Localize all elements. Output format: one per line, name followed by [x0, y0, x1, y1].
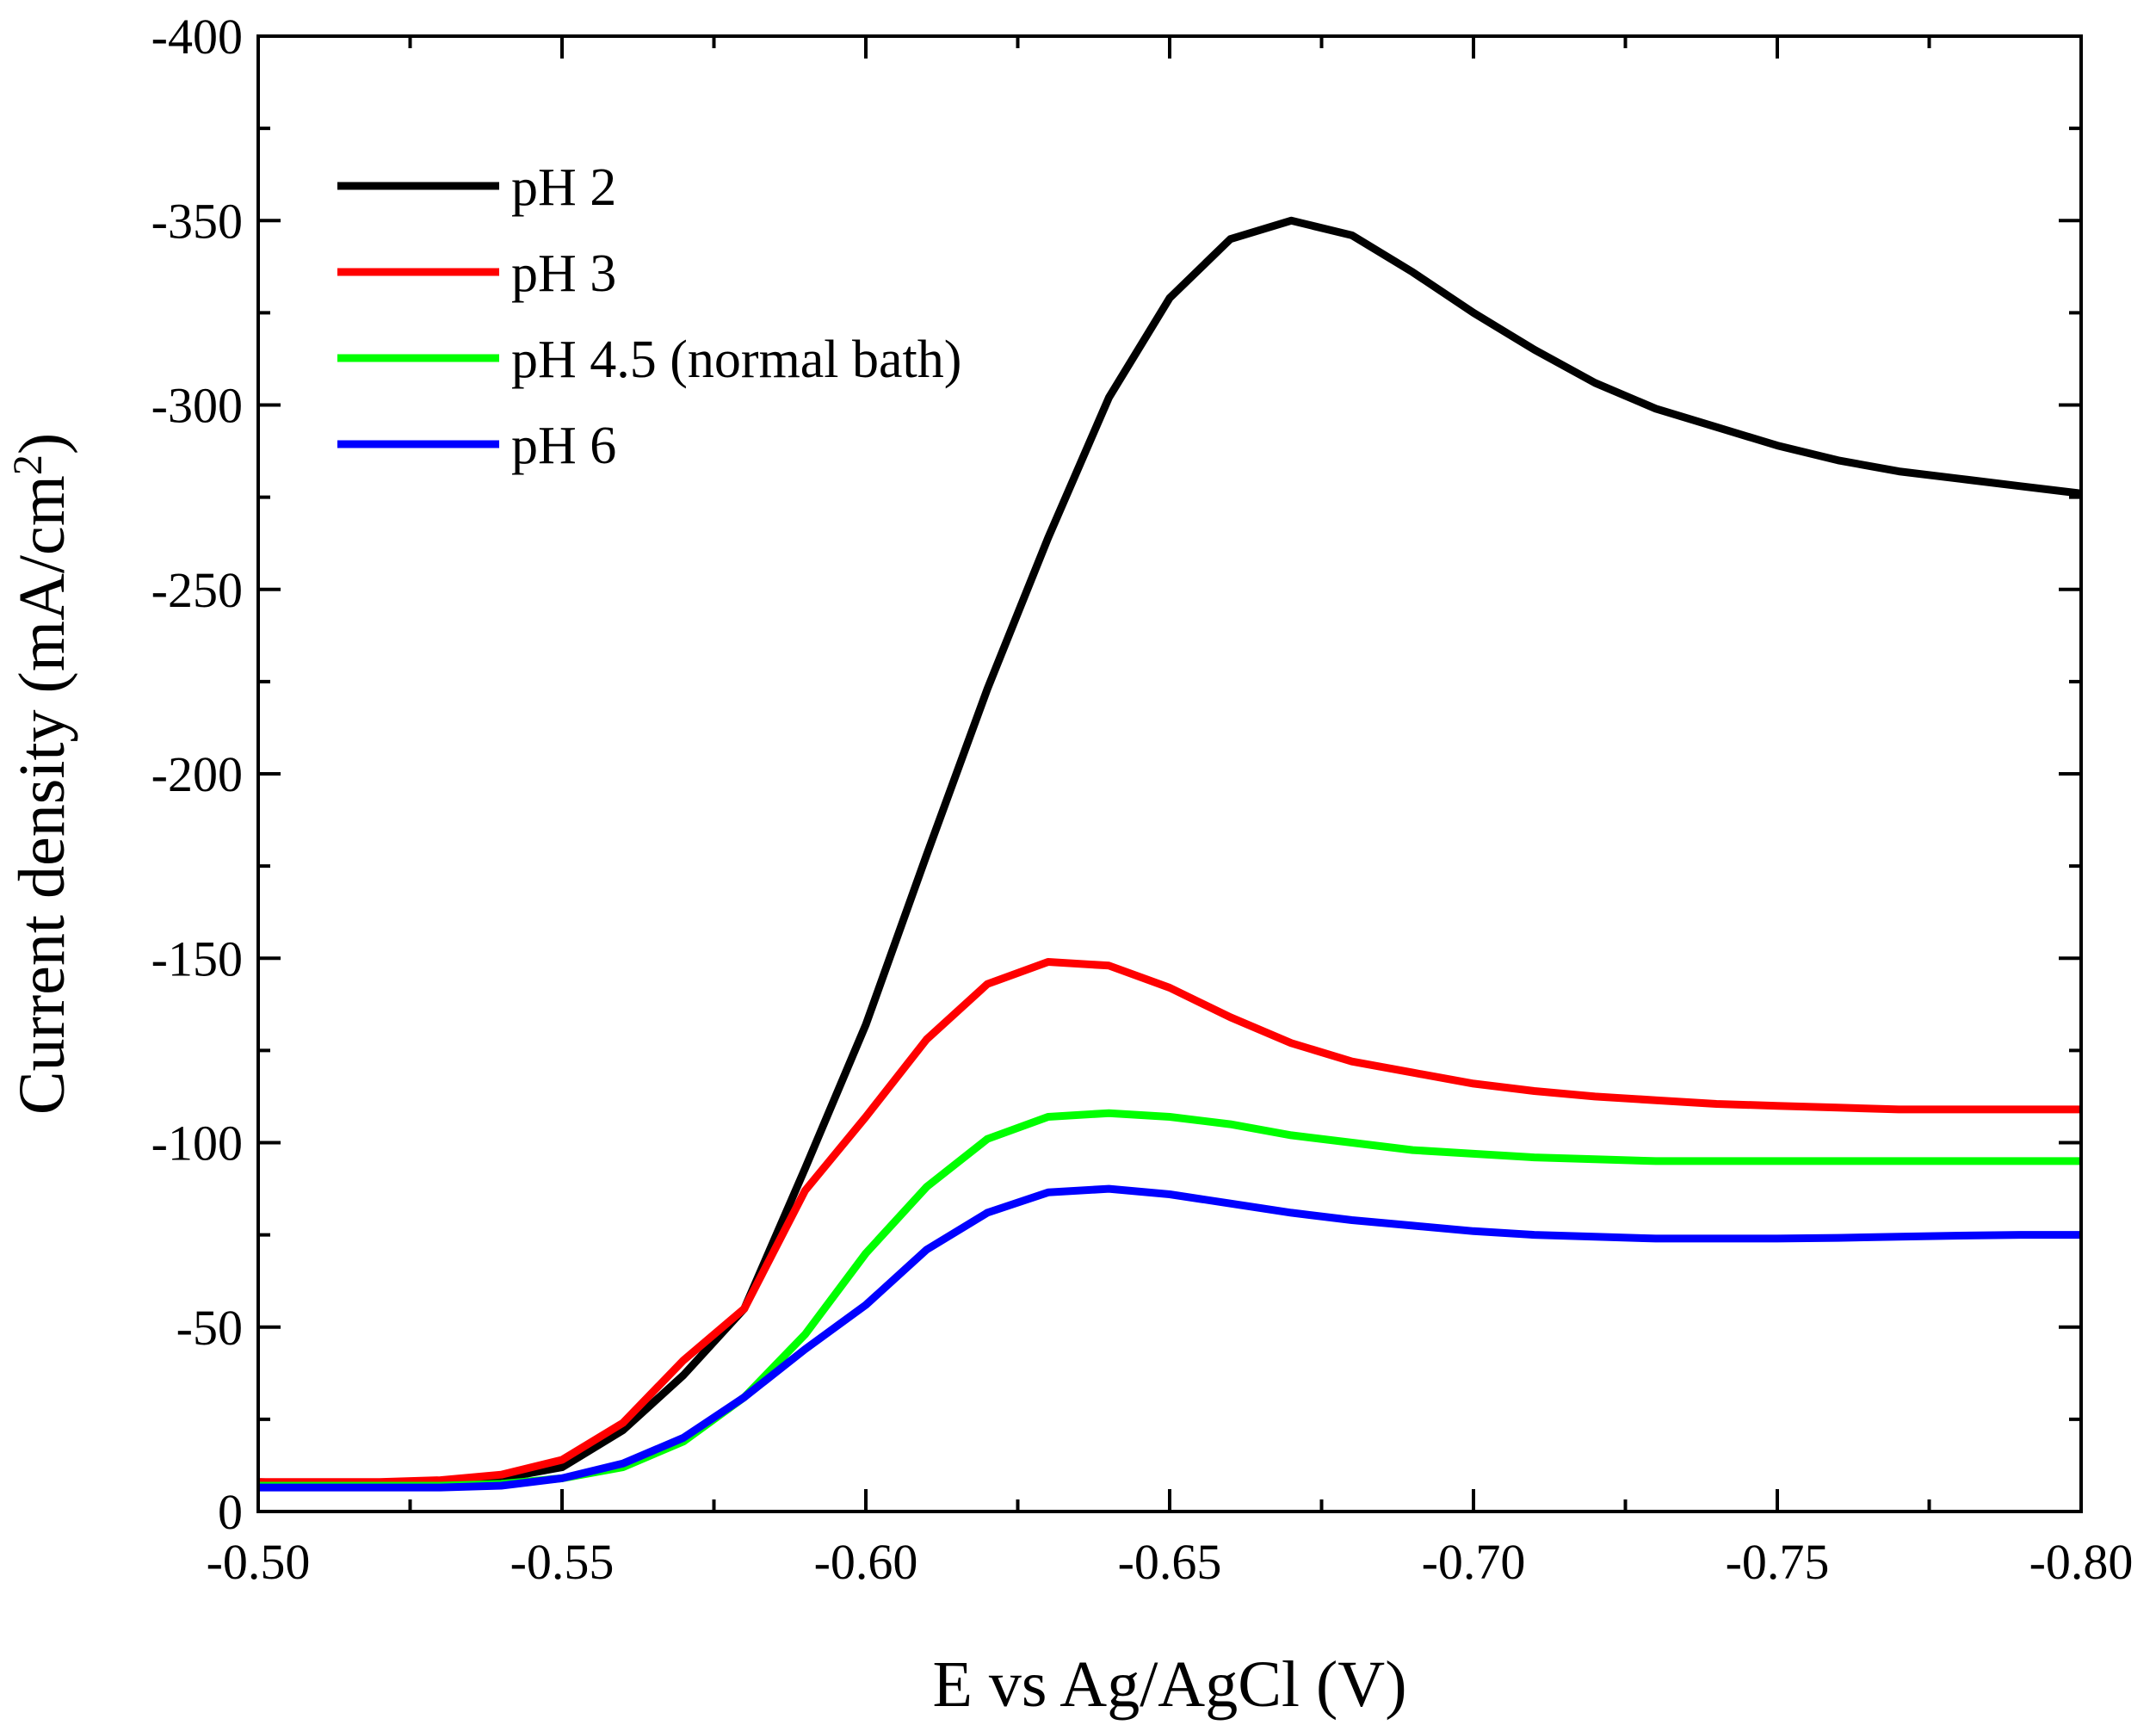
series-line-1: [257, 216, 2082, 1488]
x-tick-label: -0.80: [2029, 1534, 2134, 1590]
legend-label-4: pH 6: [511, 417, 616, 475]
y-tick-label: -300: [151, 378, 243, 434]
x-tick-label: -0.70: [1422, 1534, 1526, 1590]
legend-label-3: pH 4.5 (normal bath): [511, 331, 961, 389]
y-tick-label: -150: [151, 930, 243, 986]
y-tick-label: -200: [151, 746, 243, 802]
x-tick-label: -0.75: [1726, 1534, 1830, 1590]
series-line-4: [258, 1184, 2081, 1492]
y-tick-label: -250: [151, 562, 243, 618]
y-tick-label: 0: [218, 1484, 243, 1540]
plot-frame: [256, 34, 2083, 1513]
legend: pH 2 pH 3 pH 4.5 (normal bath) pH 6: [337, 158, 961, 475]
x-axis-title: E vs Ag/AgCl (V): [933, 1648, 1407, 1721]
series-line-2: [258, 958, 2081, 1487]
ticks-layer: -0.50 -0.55 -0.60 -0.65 -0.70 -0.75 -0.80 0 -50 -…: [151, 9, 2134, 1590]
y-axis-title: Current density (mA/cm2): [5, 433, 78, 1115]
y-tick-label: -100: [151, 1116, 243, 1172]
y-tick-label: -50: [176, 1300, 243, 1356]
y-tick-label: -400: [151, 9, 243, 65]
y-axis-title-superscript: 2: [5, 454, 51, 475]
y-axis-title-main: Current density (mA/cm: [6, 475, 78, 1115]
x-tick-label: -0.50: [207, 1534, 311, 1590]
x-tick-label: -0.55: [510, 1534, 615, 1590]
y-tick-label: -350: [151, 193, 243, 249]
x-tick-label: -0.65: [1118, 1534, 1222, 1590]
legend-label-1: pH 2: [511, 158, 616, 217]
series-layer: [257, 216, 2082, 1492]
legend-label-2: pH 3: [511, 244, 616, 303]
y-axis-title-end: ): [6, 433, 78, 454]
x-tick-label: -0.60: [814, 1534, 918, 1590]
